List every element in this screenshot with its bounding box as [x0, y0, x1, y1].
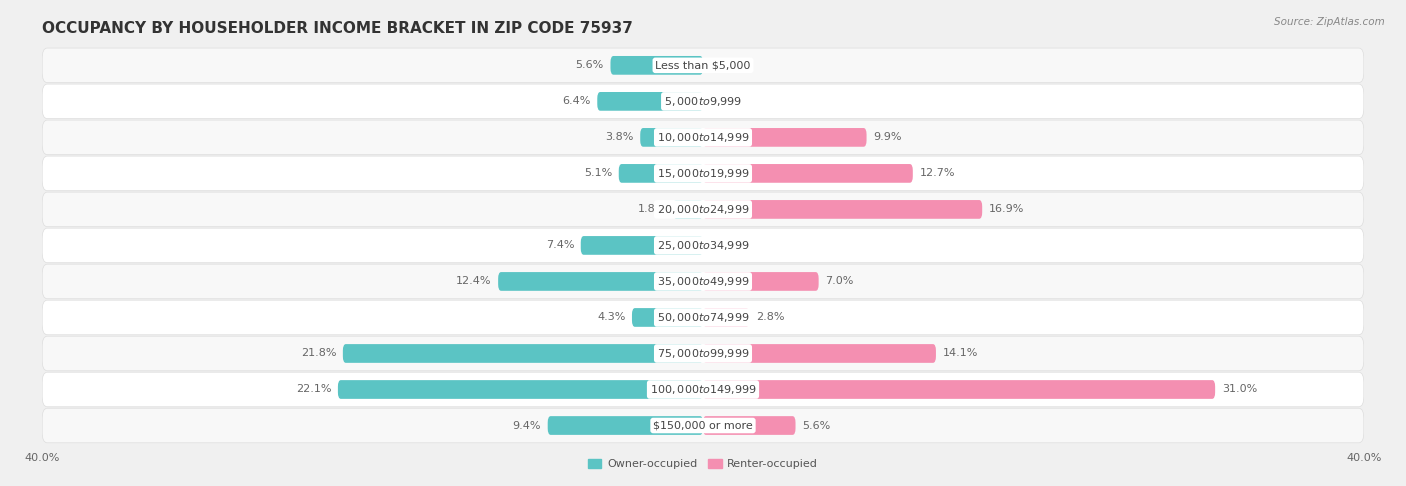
Text: $35,000 to $49,999: $35,000 to $49,999 — [657, 275, 749, 288]
FancyBboxPatch shape — [42, 156, 1364, 191]
Text: 7.4%: 7.4% — [546, 241, 574, 250]
Text: 5.1%: 5.1% — [583, 168, 612, 178]
FancyBboxPatch shape — [703, 164, 912, 183]
FancyBboxPatch shape — [619, 164, 703, 183]
FancyBboxPatch shape — [610, 56, 703, 75]
Text: 16.9%: 16.9% — [988, 205, 1024, 214]
FancyBboxPatch shape — [42, 372, 1364, 407]
Text: 21.8%: 21.8% — [301, 348, 336, 359]
FancyBboxPatch shape — [42, 408, 1364, 443]
Text: $10,000 to $14,999: $10,000 to $14,999 — [657, 131, 749, 144]
FancyBboxPatch shape — [703, 416, 796, 435]
Text: 0.0%: 0.0% — [710, 60, 738, 70]
Text: 7.0%: 7.0% — [825, 277, 853, 286]
Text: 5.6%: 5.6% — [575, 60, 605, 70]
Text: 9.4%: 9.4% — [513, 420, 541, 431]
FancyBboxPatch shape — [598, 92, 703, 111]
FancyBboxPatch shape — [631, 308, 703, 327]
Text: 12.4%: 12.4% — [456, 277, 492, 286]
FancyBboxPatch shape — [42, 84, 1364, 119]
FancyBboxPatch shape — [337, 380, 703, 399]
Text: OCCUPANCY BY HOUSEHOLDER INCOME BRACKET IN ZIP CODE 75937: OCCUPANCY BY HOUSEHOLDER INCOME BRACKET … — [42, 20, 633, 35]
Text: $5,000 to $9,999: $5,000 to $9,999 — [664, 95, 742, 108]
Text: 31.0%: 31.0% — [1222, 384, 1257, 395]
FancyBboxPatch shape — [703, 128, 866, 147]
FancyBboxPatch shape — [703, 344, 936, 363]
Text: 9.9%: 9.9% — [873, 132, 901, 142]
FancyBboxPatch shape — [673, 200, 703, 219]
Text: 3.8%: 3.8% — [605, 132, 634, 142]
Text: 6.4%: 6.4% — [562, 96, 591, 106]
Text: 22.1%: 22.1% — [295, 384, 332, 395]
FancyBboxPatch shape — [703, 380, 1215, 399]
Text: 0.0%: 0.0% — [710, 241, 738, 250]
FancyBboxPatch shape — [42, 228, 1364, 263]
FancyBboxPatch shape — [42, 48, 1364, 83]
Text: $15,000 to $19,999: $15,000 to $19,999 — [657, 167, 749, 180]
Text: Less than $5,000: Less than $5,000 — [655, 60, 751, 70]
FancyBboxPatch shape — [703, 308, 749, 327]
Text: 5.6%: 5.6% — [801, 420, 831, 431]
Text: $75,000 to $99,999: $75,000 to $99,999 — [657, 347, 749, 360]
Legend: Owner-occupied, Renter-occupied: Owner-occupied, Renter-occupied — [583, 454, 823, 474]
Text: $25,000 to $34,999: $25,000 to $34,999 — [657, 239, 749, 252]
FancyBboxPatch shape — [498, 272, 703, 291]
FancyBboxPatch shape — [42, 264, 1364, 299]
Text: $20,000 to $24,999: $20,000 to $24,999 — [657, 203, 749, 216]
FancyBboxPatch shape — [703, 272, 818, 291]
FancyBboxPatch shape — [42, 120, 1364, 155]
Text: 1.8%: 1.8% — [638, 205, 666, 214]
FancyBboxPatch shape — [42, 300, 1364, 335]
FancyBboxPatch shape — [548, 416, 703, 435]
FancyBboxPatch shape — [42, 192, 1364, 226]
Text: $150,000 or more: $150,000 or more — [654, 420, 752, 431]
Text: $50,000 to $74,999: $50,000 to $74,999 — [657, 311, 749, 324]
Text: 4.3%: 4.3% — [598, 312, 626, 323]
FancyBboxPatch shape — [42, 336, 1364, 371]
FancyBboxPatch shape — [703, 200, 983, 219]
Text: 14.1%: 14.1% — [942, 348, 979, 359]
Text: $100,000 to $149,999: $100,000 to $149,999 — [650, 383, 756, 396]
Text: Source: ZipAtlas.com: Source: ZipAtlas.com — [1274, 17, 1385, 27]
Text: 0.0%: 0.0% — [710, 96, 738, 106]
Text: 12.7%: 12.7% — [920, 168, 955, 178]
FancyBboxPatch shape — [640, 128, 703, 147]
Text: 2.8%: 2.8% — [756, 312, 785, 323]
FancyBboxPatch shape — [581, 236, 703, 255]
FancyBboxPatch shape — [343, 344, 703, 363]
